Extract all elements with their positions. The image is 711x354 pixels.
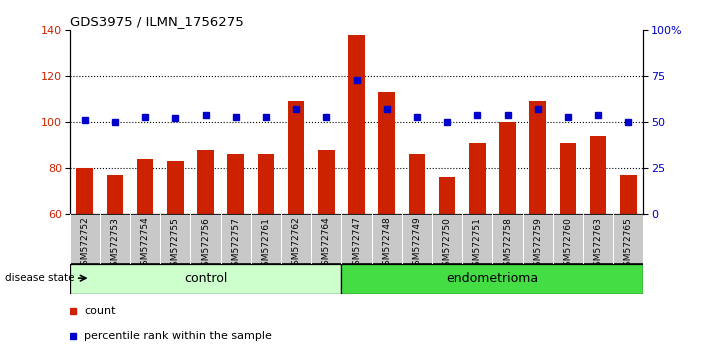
Bar [560,143,576,352]
Text: GSM572762: GSM572762 [292,217,301,272]
Text: GSM572759: GSM572759 [533,217,542,272]
Bar [590,136,606,352]
Bar [348,35,365,352]
Text: control: control [184,272,228,285]
Bar [499,122,516,352]
Text: GSM572765: GSM572765 [624,217,633,272]
Bar [257,154,274,352]
Text: GSM572755: GSM572755 [171,217,180,272]
Text: GSM572752: GSM572752 [80,217,90,272]
Text: count: count [84,306,115,316]
Bar [469,143,486,352]
Text: percentile rank within the sample: percentile rank within the sample [84,331,272,341]
Text: GSM572748: GSM572748 [383,217,391,272]
Text: disease state: disease state [5,273,74,283]
Text: GSM572758: GSM572758 [503,217,512,272]
Bar [167,161,183,352]
Bar [439,177,456,352]
Bar [318,150,335,352]
Bar [107,175,123,352]
Text: GSM572747: GSM572747 [352,217,361,272]
Text: GSM572749: GSM572749 [412,217,422,272]
Text: GSM572761: GSM572761 [262,217,270,272]
Text: GSM572763: GSM572763 [594,217,603,272]
Text: GDS3975 / ILMN_1756275: GDS3975 / ILMN_1756275 [70,15,243,28]
Bar [341,264,643,294]
Bar [197,150,214,352]
Bar [530,101,546,352]
Text: GSM572753: GSM572753 [110,217,119,272]
Text: GSM572750: GSM572750 [443,217,451,272]
Bar [288,101,304,352]
Bar [409,154,425,352]
Bar [228,154,244,352]
Bar [77,168,93,352]
Bar [137,159,154,352]
Bar [378,92,395,352]
Text: GSM572760: GSM572760 [563,217,572,272]
Text: GSM572751: GSM572751 [473,217,482,272]
Text: GSM572756: GSM572756 [201,217,210,272]
Text: GSM572754: GSM572754 [141,217,150,272]
Text: endometrioma: endometrioma [447,272,538,285]
Bar [620,175,636,352]
Bar [70,264,341,294]
Text: GSM572764: GSM572764 [322,217,331,272]
Text: GSM572757: GSM572757 [231,217,240,272]
